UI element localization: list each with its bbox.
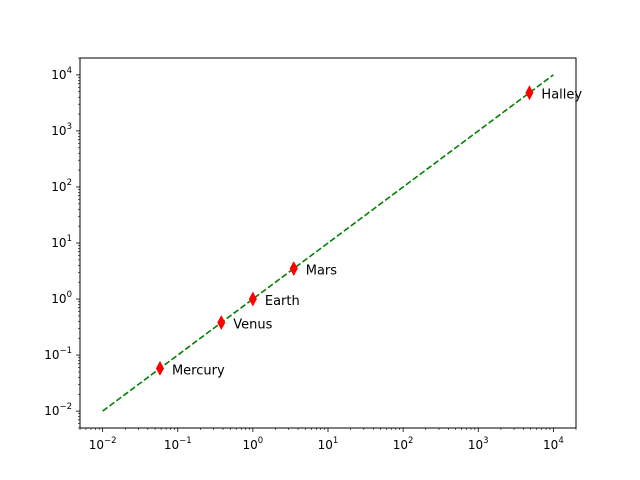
x-tick-label: 10−1 xyxy=(164,436,192,452)
point-label-mars: Mars xyxy=(306,264,338,279)
y-tick-label-base: 10 xyxy=(51,236,66,250)
data-point-mercury xyxy=(155,360,165,376)
x-tick-label: 10−2 xyxy=(89,436,117,452)
x-tick-label-exponent: 1 xyxy=(333,436,338,446)
x-tick-label-base: 10 xyxy=(543,438,558,452)
x-tick-label-exponent: 3 xyxy=(483,436,488,446)
y-tick-label-base: 10 xyxy=(44,404,59,418)
y-tick-label-base: 10 xyxy=(44,348,59,362)
x-tick-label-exponent: −1 xyxy=(179,436,192,446)
data-point-earth xyxy=(248,291,257,307)
x-axis: 10−2 10−1 100 101 102 103 104 xyxy=(79,428,577,452)
y-tick-label-exponent: −1 xyxy=(59,346,72,356)
x-tick-label-exponent: 2 xyxy=(408,436,413,446)
y-tick-label: 10−2 xyxy=(44,402,72,418)
labels-layer: Mercury Venus Earth Mars Halley xyxy=(172,88,582,379)
point-label-earth: Earth xyxy=(265,294,300,309)
y-tick-label-base: 10 xyxy=(51,292,66,306)
point-label-mercury: Mercury xyxy=(172,363,225,378)
data-point-mars xyxy=(289,261,298,276)
x-tick-label-base: 10 xyxy=(468,438,483,452)
y-tick-label: 10−1 xyxy=(44,346,72,362)
y-tick-label: 100 xyxy=(51,290,72,306)
y-tick-label: 103 xyxy=(51,122,72,138)
y-tick-label-exponent: 1 xyxy=(67,234,72,244)
y-tick-label-base: 10 xyxy=(51,180,66,194)
x-tick-label-exponent: 0 xyxy=(258,436,263,446)
y-tick-label: 101 xyxy=(51,234,72,250)
y-tick-label: 102 xyxy=(51,178,72,194)
point-label-venus: Venus xyxy=(233,318,272,333)
y-tick-label-base: 10 xyxy=(51,124,66,138)
x-tick-label-base: 10 xyxy=(164,438,179,452)
x-tick-label-base: 10 xyxy=(393,438,408,452)
x-tick-label: 100 xyxy=(243,436,264,452)
x-tick-label-exponent: −2 xyxy=(104,436,117,446)
x-tick-label: 103 xyxy=(468,436,489,452)
fit-line-layer xyxy=(102,74,554,412)
y-tick-label-exponent: −2 xyxy=(59,402,72,412)
trend-line xyxy=(102,74,554,412)
y-tick-label-base: 10 xyxy=(51,68,66,82)
y-tick-label-exponent: 2 xyxy=(67,178,72,188)
x-tick-label-base: 10 xyxy=(243,438,258,452)
y-tick-label-exponent: 4 xyxy=(67,66,72,76)
x-tick-label-base: 10 xyxy=(89,438,104,452)
x-tick-label-exponent: 4 xyxy=(558,436,563,446)
data-point-venus xyxy=(217,315,226,331)
y-tick-label-exponent: 3 xyxy=(67,122,72,132)
x-tick-label-base: 10 xyxy=(318,438,333,452)
y-tick-label-exponent: 0 xyxy=(67,290,72,300)
x-tick-label: 102 xyxy=(393,436,414,452)
data-point-halley xyxy=(525,85,534,101)
point-label-halley: Halley xyxy=(541,88,582,103)
y-tick-label: 104 xyxy=(51,66,72,82)
x-tick-label: 101 xyxy=(318,436,339,452)
x-tick-label: 104 xyxy=(543,436,564,452)
points-layer xyxy=(155,85,534,376)
